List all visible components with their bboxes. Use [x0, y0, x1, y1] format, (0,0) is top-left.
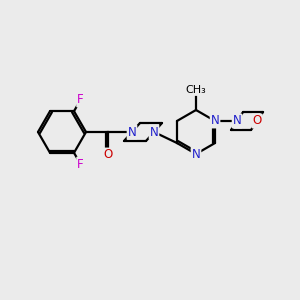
Text: N: N	[192, 148, 200, 160]
Text: N: N	[150, 125, 158, 139]
Text: N: N	[128, 125, 136, 139]
Text: N: N	[211, 115, 219, 128]
Text: CH₃: CH₃	[186, 85, 206, 95]
Text: F: F	[77, 158, 84, 170]
Text: O: O	[252, 115, 262, 128]
Text: F: F	[77, 94, 84, 106]
Text: N: N	[233, 115, 242, 128]
Text: O: O	[103, 148, 112, 161]
